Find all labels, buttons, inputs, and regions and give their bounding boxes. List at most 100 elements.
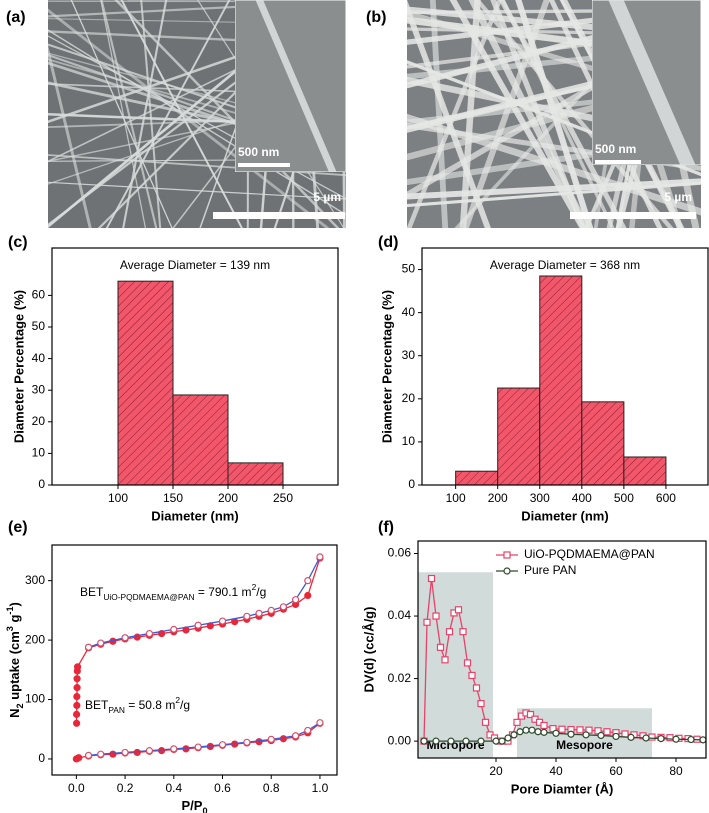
text-part: 2	[175, 695, 180, 705]
panel-label: (b)	[366, 9, 386, 26]
data-marker	[621, 730, 629, 738]
x-tick-label: 250	[273, 491, 293, 505]
series-line	[75, 557, 321, 724]
data-marker	[492, 737, 500, 745]
data-marker	[84, 643, 93, 651]
scale-bar-label: 5 µm	[313, 190, 341, 204]
annotation: BETUiO-PQDMAEMA@PAN = 790.1 m2/g	[80, 582, 266, 602]
inset-fiber	[608, 0, 696, 165]
fiber	[48, 154, 346, 177]
inset-scale-bar-label: 500 nm	[238, 145, 279, 159]
fiber	[100, 0, 158, 228]
data-marker	[291, 596, 300, 604]
data-marker	[73, 663, 82, 671]
histogram-bar	[497, 387, 541, 486]
inset-fiber	[255, 0, 337, 172]
chart-title: Average Diameter = 368 nm	[490, 258, 640, 272]
fiber	[459, 0, 481, 228]
data-marker	[513, 718, 521, 726]
histogram-bar	[117, 280, 174, 486]
inset-scale-bar	[238, 163, 290, 167]
data-marker	[432, 612, 440, 620]
y-tick-label: 20	[402, 391, 416, 405]
x-tick-label: 0.2	[117, 781, 134, 795]
data-marker	[279, 603, 288, 611]
data-marker	[121, 748, 129, 757]
data-marker	[316, 719, 324, 727]
data-marker	[528, 726, 536, 734]
data-marker	[576, 726, 584, 734]
text-part: /g	[180, 698, 190, 712]
x-axis-label: Diameter (nm)	[151, 508, 238, 523]
x-tick-label: 400	[572, 491, 592, 505]
inset-scale-bar-label: 500 nm	[595, 142, 636, 156]
sem-inset	[592, 0, 701, 165]
data-marker	[603, 728, 611, 736]
data-marker	[657, 735, 665, 743]
fiber	[48, 44, 92, 228]
data-marker	[423, 618, 431, 626]
data-marker	[73, 692, 81, 701]
plot-frame	[51, 544, 338, 776]
data-marker	[552, 729, 560, 737]
fiber	[490, 0, 587, 228]
data-marker	[447, 737, 455, 745]
histogram-bar	[227, 462, 284, 486]
scale-bar-label: 5 µm	[664, 190, 692, 204]
region-label: Mesopore	[556, 738, 613, 752]
legend-marker	[503, 567, 511, 575]
plot-frame	[421, 247, 709, 486]
x-tick-label: 300	[530, 491, 550, 505]
data-marker	[498, 737, 506, 745]
data-marker	[243, 612, 251, 620]
data-marker	[454, 606, 463, 614]
data-marker	[158, 747, 166, 755]
data-marker	[218, 741, 227, 749]
fiber	[449, 0, 587, 228]
data-marker	[267, 606, 275, 614]
data-marker	[255, 609, 263, 617]
legend-marker	[503, 551, 511, 559]
data-marker	[145, 747, 154, 755]
text-part: 3	[5, 626, 15, 631]
y-tick-label: 50	[32, 319, 46, 333]
data-marker	[97, 750, 105, 758]
data-marker	[459, 628, 467, 636]
x-axis-label: Diameter (nm)	[521, 508, 608, 523]
y-tick-label: 40	[402, 305, 416, 319]
fiber	[114, 0, 340, 228]
x-tick-label: 200	[488, 491, 508, 505]
data-marker	[133, 748, 141, 757]
data-marker	[567, 730, 575, 738]
data-marker	[243, 738, 251, 746]
data-marker	[97, 639, 105, 647]
data-marker	[73, 719, 81, 727]
data-marker	[612, 732, 620, 741]
data-marker	[182, 745, 190, 753]
data-marker	[516, 728, 524, 736]
data-marker	[73, 675, 81, 683]
data-marker	[194, 621, 202, 629]
sem-inset	[235, 0, 346, 172]
fiber	[140, 0, 162, 228]
data-marker	[463, 659, 472, 667]
y-tick-label: 10	[402, 434, 416, 448]
data-marker	[597, 731, 605, 740]
text-part: BET	[80, 585, 104, 599]
fiber	[70, 0, 173, 228]
shaded-region	[418, 572, 493, 758]
y-tick-label: 0	[408, 477, 415, 491]
data-marker	[218, 617, 227, 625]
y-tick-label: 30	[402, 348, 416, 362]
chart-title: Average Diameter = 139 nm	[120, 258, 270, 272]
histogram-bar	[455, 470, 499, 486]
y-tick-label: 10	[32, 446, 46, 460]
x-tick-label: 0.8	[263, 781, 280, 795]
data-marker	[510, 731, 518, 739]
histogram-bar	[623, 456, 667, 486]
data-marker	[699, 736, 707, 744]
data-marker	[73, 701, 81, 710]
panel-label: (f)	[378, 519, 394, 536]
y-tick-label: 60	[32, 288, 46, 302]
panel-label: (e)	[8, 519, 28, 536]
